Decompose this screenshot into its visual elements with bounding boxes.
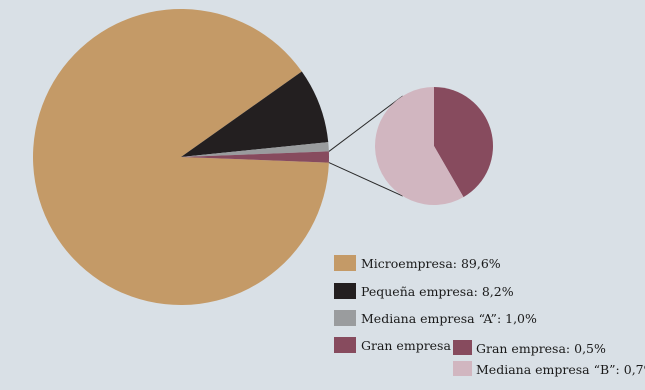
legend-label-gran-empresa-group: Gran empresa xyxy=(361,338,451,353)
legend-label-microempresa: Microempresa: 89,6% xyxy=(361,256,501,271)
detail-slice-mediana-empresa-b xyxy=(375,87,464,205)
connector-line-top xyxy=(328,95,404,152)
legend-swatch-gran-empresa-group xyxy=(334,337,356,353)
legend: Microempresa: 89,6% Pequeña empresa: 8,2… xyxy=(334,255,645,377)
legend-swatch-gran-empresa xyxy=(453,340,472,355)
legend-label-pequena-empresa: Pequeña empresa: 8,2% xyxy=(361,284,514,299)
legend-swatch-pequena-empresa xyxy=(334,283,356,299)
connector-lines xyxy=(328,95,404,197)
legend-label-mediana-empresa-a: Mediana empresa “A”: 1,0% xyxy=(361,311,537,326)
legend-label-mediana-empresa-b: Mediana empresa “B”: 0,7% xyxy=(476,362,645,377)
legend-swatch-mediana-empresa-b xyxy=(453,361,472,376)
pie-slice-mediana-empresa-a xyxy=(181,142,329,157)
pie-slice-gran-empresa-group xyxy=(181,151,329,163)
legend-label-gran-empresa: Gran empresa: 0,5% xyxy=(476,341,606,356)
detail-pie xyxy=(375,87,494,205)
detail-slice-gran-empresa xyxy=(434,87,494,198)
pie-slice-microempresa xyxy=(33,8,329,305)
legend-swatch-mediana-empresa-a xyxy=(334,310,356,326)
legend-swatch-microempresa xyxy=(334,255,356,271)
pie-slice-pequena-empresa xyxy=(181,71,329,157)
connector-line-bottom xyxy=(328,162,403,197)
main-pie xyxy=(33,8,329,305)
